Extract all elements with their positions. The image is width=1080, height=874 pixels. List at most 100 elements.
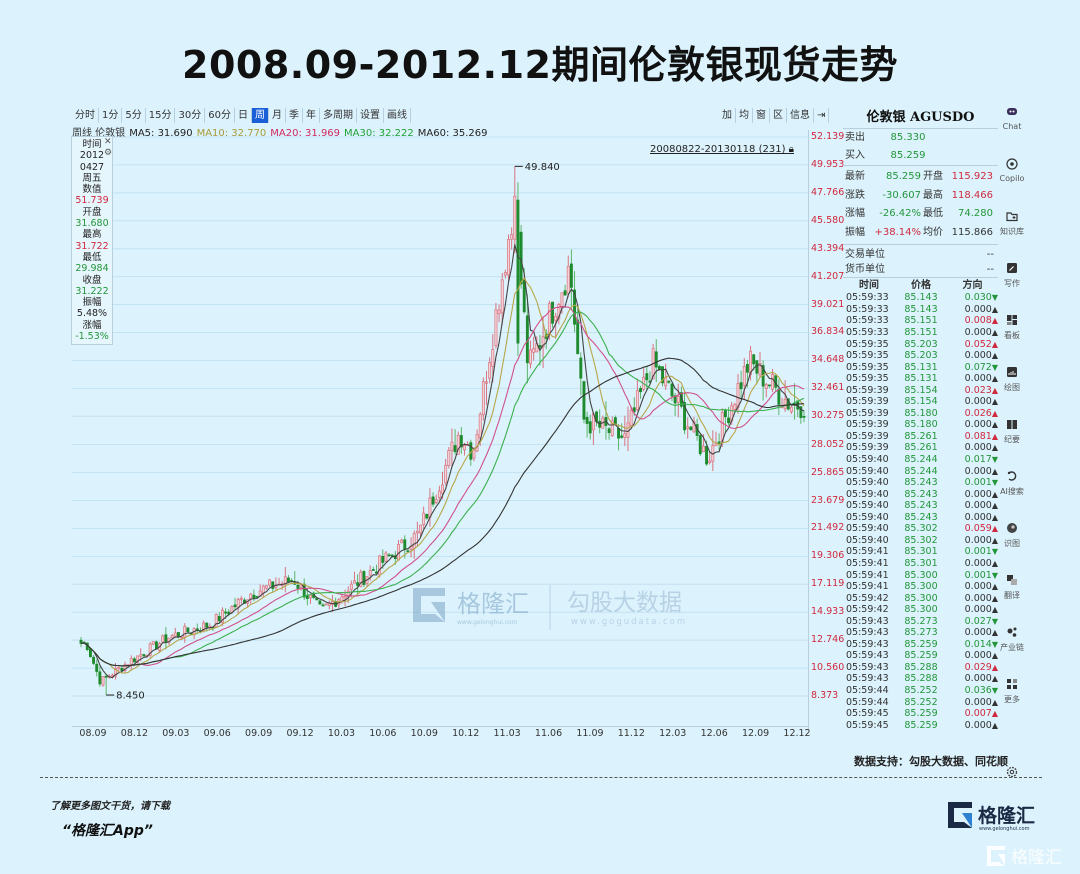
arrow-up-icon: ▲	[991, 466, 998, 476]
gelonghui-watermark-logo: 格隆汇	[987, 846, 1062, 868]
chart-tool-button[interactable]: 区	[770, 108, 787, 123]
info-row: 最高	[82, 229, 102, 241]
tick-price: 85.261	[904, 442, 938, 454]
tick-time: 05:59:33	[846, 292, 889, 304]
sidebar-item-纪要[interactable]: 纪要	[996, 418, 1028, 466]
tick-row: 05:59:45 85.259 0.000▲	[843, 720, 998, 732]
tick-row: 05:59:39 85.261 0.081▲	[843, 431, 998, 443]
period-tab[interactable]: 5分	[122, 108, 146, 123]
chart-tool-button[interactable]: 窗	[753, 108, 770, 123]
arrow-down-icon: ▼	[991, 547, 998, 557]
ma-5-line	[80, 244, 805, 679]
tick-time: 05:59:44	[846, 684, 889, 696]
stat-label: 最低	[923, 208, 943, 220]
close-icon[interactable]: ✕	[104, 137, 112, 147]
y-tick-label: 43.394	[811, 242, 845, 254]
buy-label: 买入	[845, 150, 865, 161]
svg-text:格隆汇: 格隆汇	[978, 804, 1035, 827]
candlestick-chart[interactable]: 49.840 8.450	[72, 133, 808, 725]
sidebar-item-产业链[interactable]: 产业链	[996, 626, 1028, 674]
tick-change: 0.000▲	[947, 327, 998, 339]
period-tab[interactable]: 画线	[384, 108, 411, 123]
info-row: 涨幅	[82, 319, 102, 331]
tick-time: 05:59:39	[846, 419, 889, 431]
period-tab[interactable]: 设置	[357, 108, 384, 123]
period-tab[interactable]: 年	[303, 108, 320, 123]
info-row: 振幅	[82, 297, 102, 309]
x-tick-label: 11.06	[534, 728, 563, 739]
stat-value: 85.259	[886, 171, 921, 182]
period-tab[interactable]: 60分	[205, 108, 235, 123]
info-row: 收盘	[82, 274, 102, 286]
range-label[interactable]: 20080822-20130118 (231) 🔒︎	[650, 144, 794, 155]
tick-price: 85.203	[904, 350, 938, 362]
sidebar-item-知识库[interactable]: 知识库	[996, 210, 1028, 258]
sidebar-item-Copilo[interactable]: Copilo	[996, 158, 1028, 206]
tick-change: 0.000▲	[947, 558, 998, 570]
y-tick-label: 49.953	[811, 158, 845, 170]
y-tick-label: 21.492	[811, 522, 845, 534]
info-row: 数值	[82, 184, 102, 196]
period-toolbar: 分时 1分 5分 15分 30分 60分日周月季年多周期 设置 画线	[72, 108, 411, 123]
tick-time: 05:59:40	[846, 511, 889, 523]
tick-row: 05:59:41 85.301 0.000▲	[843, 558, 998, 570]
tick-list[interactable]: 05:59:33 85.143 0.030▼ 05:59:33 85.143 0.000▲…	[843, 292, 998, 731]
tick-change: 0.000▲	[947, 442, 998, 454]
tick-change-value: 0.026	[964, 407, 992, 419]
sell-label: 卖出	[845, 132, 865, 143]
y-tick-label: 28.052	[811, 438, 845, 450]
arrow-up-icon: ▲	[991, 605, 998, 615]
period-tab[interactable]: 日	[235, 108, 252, 123]
tick-change: 0.000▲	[947, 396, 998, 408]
sidebar-item-看板[interactable]: 看板	[996, 314, 1028, 362]
sidebar-item-绘图[interactable]: 绘图	[996, 366, 1028, 414]
period-tab[interactable]: 季	[286, 108, 303, 123]
ma-legend-item: MA10: 32.770	[196, 128, 267, 139]
tick-row: 05:59:40 85.243 0.001▼	[843, 477, 998, 489]
candlestick-plot[interactable]: 49.840 8.450	[72, 133, 808, 725]
y-tick-label: 36.834	[811, 326, 845, 338]
stat-value: 118.466	[951, 189, 993, 201]
tick-row: 05:59:39 85.154 0.023▲	[843, 385, 998, 397]
chart-tool-button[interactable]: ⇥	[814, 108, 830, 123]
chart-tool-button[interactable]: 信息	[787, 108, 814, 123]
tick-row: 05:59:40 85.243 0.000▲	[843, 489, 998, 501]
tick-row: 05:59:41 85.301 0.001▼	[843, 546, 998, 558]
sidebar-item-settings[interactable]	[996, 766, 1028, 814]
period-tab[interactable]: 周	[251, 108, 269, 123]
period-tab[interactable]: 15分	[146, 108, 176, 123]
tick-row: 05:59:33 85.151 0.008▲	[843, 315, 998, 327]
tick-time: 05:59:40	[846, 454, 889, 466]
period-tab[interactable]: 多周期	[320, 108, 357, 123]
y-tick-label: 17.119	[811, 578, 845, 590]
svg-text:格隆汇: 格隆汇	[1011, 848, 1062, 868]
sidebar-item-Chat[interactable]: Chat	[996, 106, 1028, 154]
tick-row: 05:59:43 85.273 0.000▲	[843, 627, 998, 639]
period-tab[interactable]: 月	[269, 108, 286, 123]
y-tick-label: 32.461	[811, 382, 845, 394]
sidebar-item-识图[interactable]: 识图	[996, 522, 1028, 570]
info-row: 31.222	[75, 285, 109, 297]
sidebar-item-更多[interactable]: 更多	[996, 678, 1028, 726]
period-tab[interactable]: 1分	[99, 108, 123, 123]
period-tab[interactable]: 30分	[175, 108, 206, 123]
tick-change-value: 0.029	[964, 661, 992, 673]
gear-icon[interactable]: ⚙	[104, 148, 113, 158]
sidebar-item-label: 写作	[1004, 279, 1020, 288]
lock-icon: 🔒︎	[788, 144, 794, 155]
right-sidebar: Chat Copilo 知识库写作看板 绘图 纪要 AI搜索识图 翻译产业链更多	[996, 108, 1028, 814]
tick-time: 05:59:41	[846, 581, 889, 593]
sidebar-item-AI搜索[interactable]: AI搜索	[996, 470, 1028, 518]
sidebar-item-翻译[interactable]: 翻译	[996, 574, 1028, 622]
chart-tool-button[interactable]: 加	[719, 108, 736, 123]
period-tab[interactable]: 分时	[72, 108, 99, 123]
sidebar-item-写作[interactable]: 写作	[996, 262, 1028, 310]
tick-time: 05:59:39	[846, 407, 889, 419]
chart-tool-button[interactable]: 均	[736, 108, 753, 123]
tick-change: 0.000▲	[947, 604, 998, 616]
tick-price: 85.259	[904, 650, 938, 662]
ma-legend: 周线 伦敦银 MA5: 31.690 MA10: 32.770 MA20: 31.96…	[72, 124, 492, 139]
arrow-down-icon: ▼	[991, 478, 998, 488]
tick-time: 05:59:40	[846, 465, 889, 477]
tick-change: 0.001▼	[947, 570, 998, 582]
